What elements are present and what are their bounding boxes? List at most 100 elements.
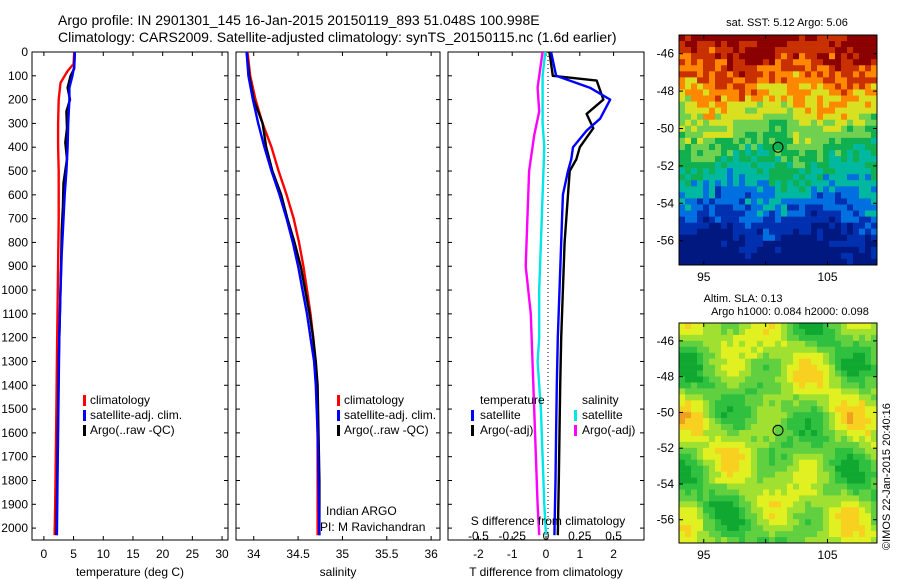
sla-cell: [835, 418, 842, 425]
sla-cell: [727, 477, 734, 484]
sla-cell: [829, 459, 836, 467]
sla-cell: [697, 537, 704, 544]
sla-cell: [763, 346, 770, 354]
sst-cell: [685, 77, 692, 84]
sst-cell: [685, 192, 692, 199]
sla-cell: [775, 489, 782, 496]
sla-cell: [817, 328, 824, 336]
sla-cell: [853, 394, 860, 401]
sst-cell: [799, 107, 806, 114]
sla-cell: [859, 477, 866, 484]
sla-cell: [715, 400, 722, 407]
sst-cell: [769, 83, 776, 90]
sst-cell: [811, 77, 818, 84]
sla-cell: [685, 519, 692, 526]
sst-cell: [733, 216, 740, 223]
sla-cell: [715, 358, 722, 365]
sla-cell: [703, 376, 710, 383]
sla-cell: [733, 418, 740, 425]
sst-cell: [679, 113, 686, 121]
sla-cell: [805, 412, 812, 419]
sst-cell: [787, 204, 794, 211]
sla-cell: [751, 358, 758, 365]
sst-cell: [823, 150, 830, 157]
sst-cell: [871, 222, 878, 229]
sst-cell: [811, 222, 818, 229]
sla-cell: [745, 507, 752, 514]
sst-cell: [841, 137, 848, 145]
sst-cell: [727, 252, 734, 260]
sla-cell: [751, 519, 758, 526]
sst-cell: [787, 47, 794, 54]
sst-cell: [787, 198, 794, 205]
sla-cell: [733, 370, 740, 377]
sla-cell: [847, 477, 854, 484]
sla-cell: [829, 495, 836, 502]
sla-cell: [721, 323, 728, 330]
sla-cell: [721, 537, 728, 544]
sla-cell: [799, 495, 806, 502]
sla-cell: [775, 519, 782, 526]
sst-cell: [691, 41, 698, 48]
sst-cell: [715, 95, 722, 102]
y-tick-label: 800: [8, 235, 28, 249]
sla-cell: [853, 400, 860, 407]
sst-cell: [733, 53, 740, 60]
sst-cell: [865, 95, 872, 102]
sst-cell: [733, 143, 740, 151]
legend-label-temp-satellite: satellite: [480, 408, 521, 422]
sla-cell: [787, 424, 794, 431]
sst-cell: [835, 131, 842, 139]
sla-cell: [841, 400, 848, 407]
sla-cell: [685, 531, 692, 538]
sst-cell: [703, 95, 710, 102]
sla-cell: [841, 370, 848, 377]
sst-cell: [871, 198, 878, 205]
sst-cell: [727, 47, 734, 54]
sst-cell: [871, 234, 878, 242]
sst-cell: [823, 143, 830, 151]
sst-cell: [799, 119, 806, 127]
sst-cell: [823, 71, 830, 78]
sla-cell: [823, 340, 830, 348]
sla-cell: [763, 352, 770, 359]
sst-cell: [685, 59, 692, 66]
sst-cell: [811, 65, 818, 72]
sla-cell: [709, 334, 716, 342]
sst-cell: [853, 119, 860, 127]
sla-cell: [871, 435, 878, 443]
sst-cell: [739, 95, 746, 102]
sla-cell: [829, 328, 836, 336]
sst-cell: [721, 234, 728, 242]
sla-cell: [799, 364, 806, 371]
sst-cell: [823, 228, 830, 236]
sla-cell: [697, 340, 704, 348]
sst-cell: [697, 71, 704, 78]
sst-cell: [793, 228, 800, 236]
sst-cell: [799, 162, 806, 169]
sla-cell: [775, 406, 782, 413]
sla-cell: [733, 412, 740, 419]
sst-cell: [805, 131, 812, 139]
sla-cell: [739, 459, 746, 467]
sst-cell: [865, 228, 872, 236]
sst-cell: [751, 65, 758, 72]
sst-cell: [769, 192, 776, 199]
sst-cell: [679, 143, 686, 151]
sst-cell: [727, 168, 734, 175]
sla-cell: [775, 370, 782, 377]
sla-cell: [709, 394, 716, 401]
sla-cell: [841, 447, 848, 455]
sla-cell: [721, 501, 728, 508]
sst-cell: [739, 143, 746, 151]
sla-cell: [769, 453, 776, 461]
sla-cell: [829, 388, 836, 395]
sla-cell: [763, 382, 770, 389]
sla-cell: [829, 334, 836, 342]
sla-cell: [727, 334, 734, 342]
sla-cell: [865, 334, 872, 342]
sla-cell: [709, 537, 716, 544]
sst-cell: [727, 156, 734, 163]
sla-cell: [781, 441, 788, 449]
sst-cell: [721, 198, 728, 205]
